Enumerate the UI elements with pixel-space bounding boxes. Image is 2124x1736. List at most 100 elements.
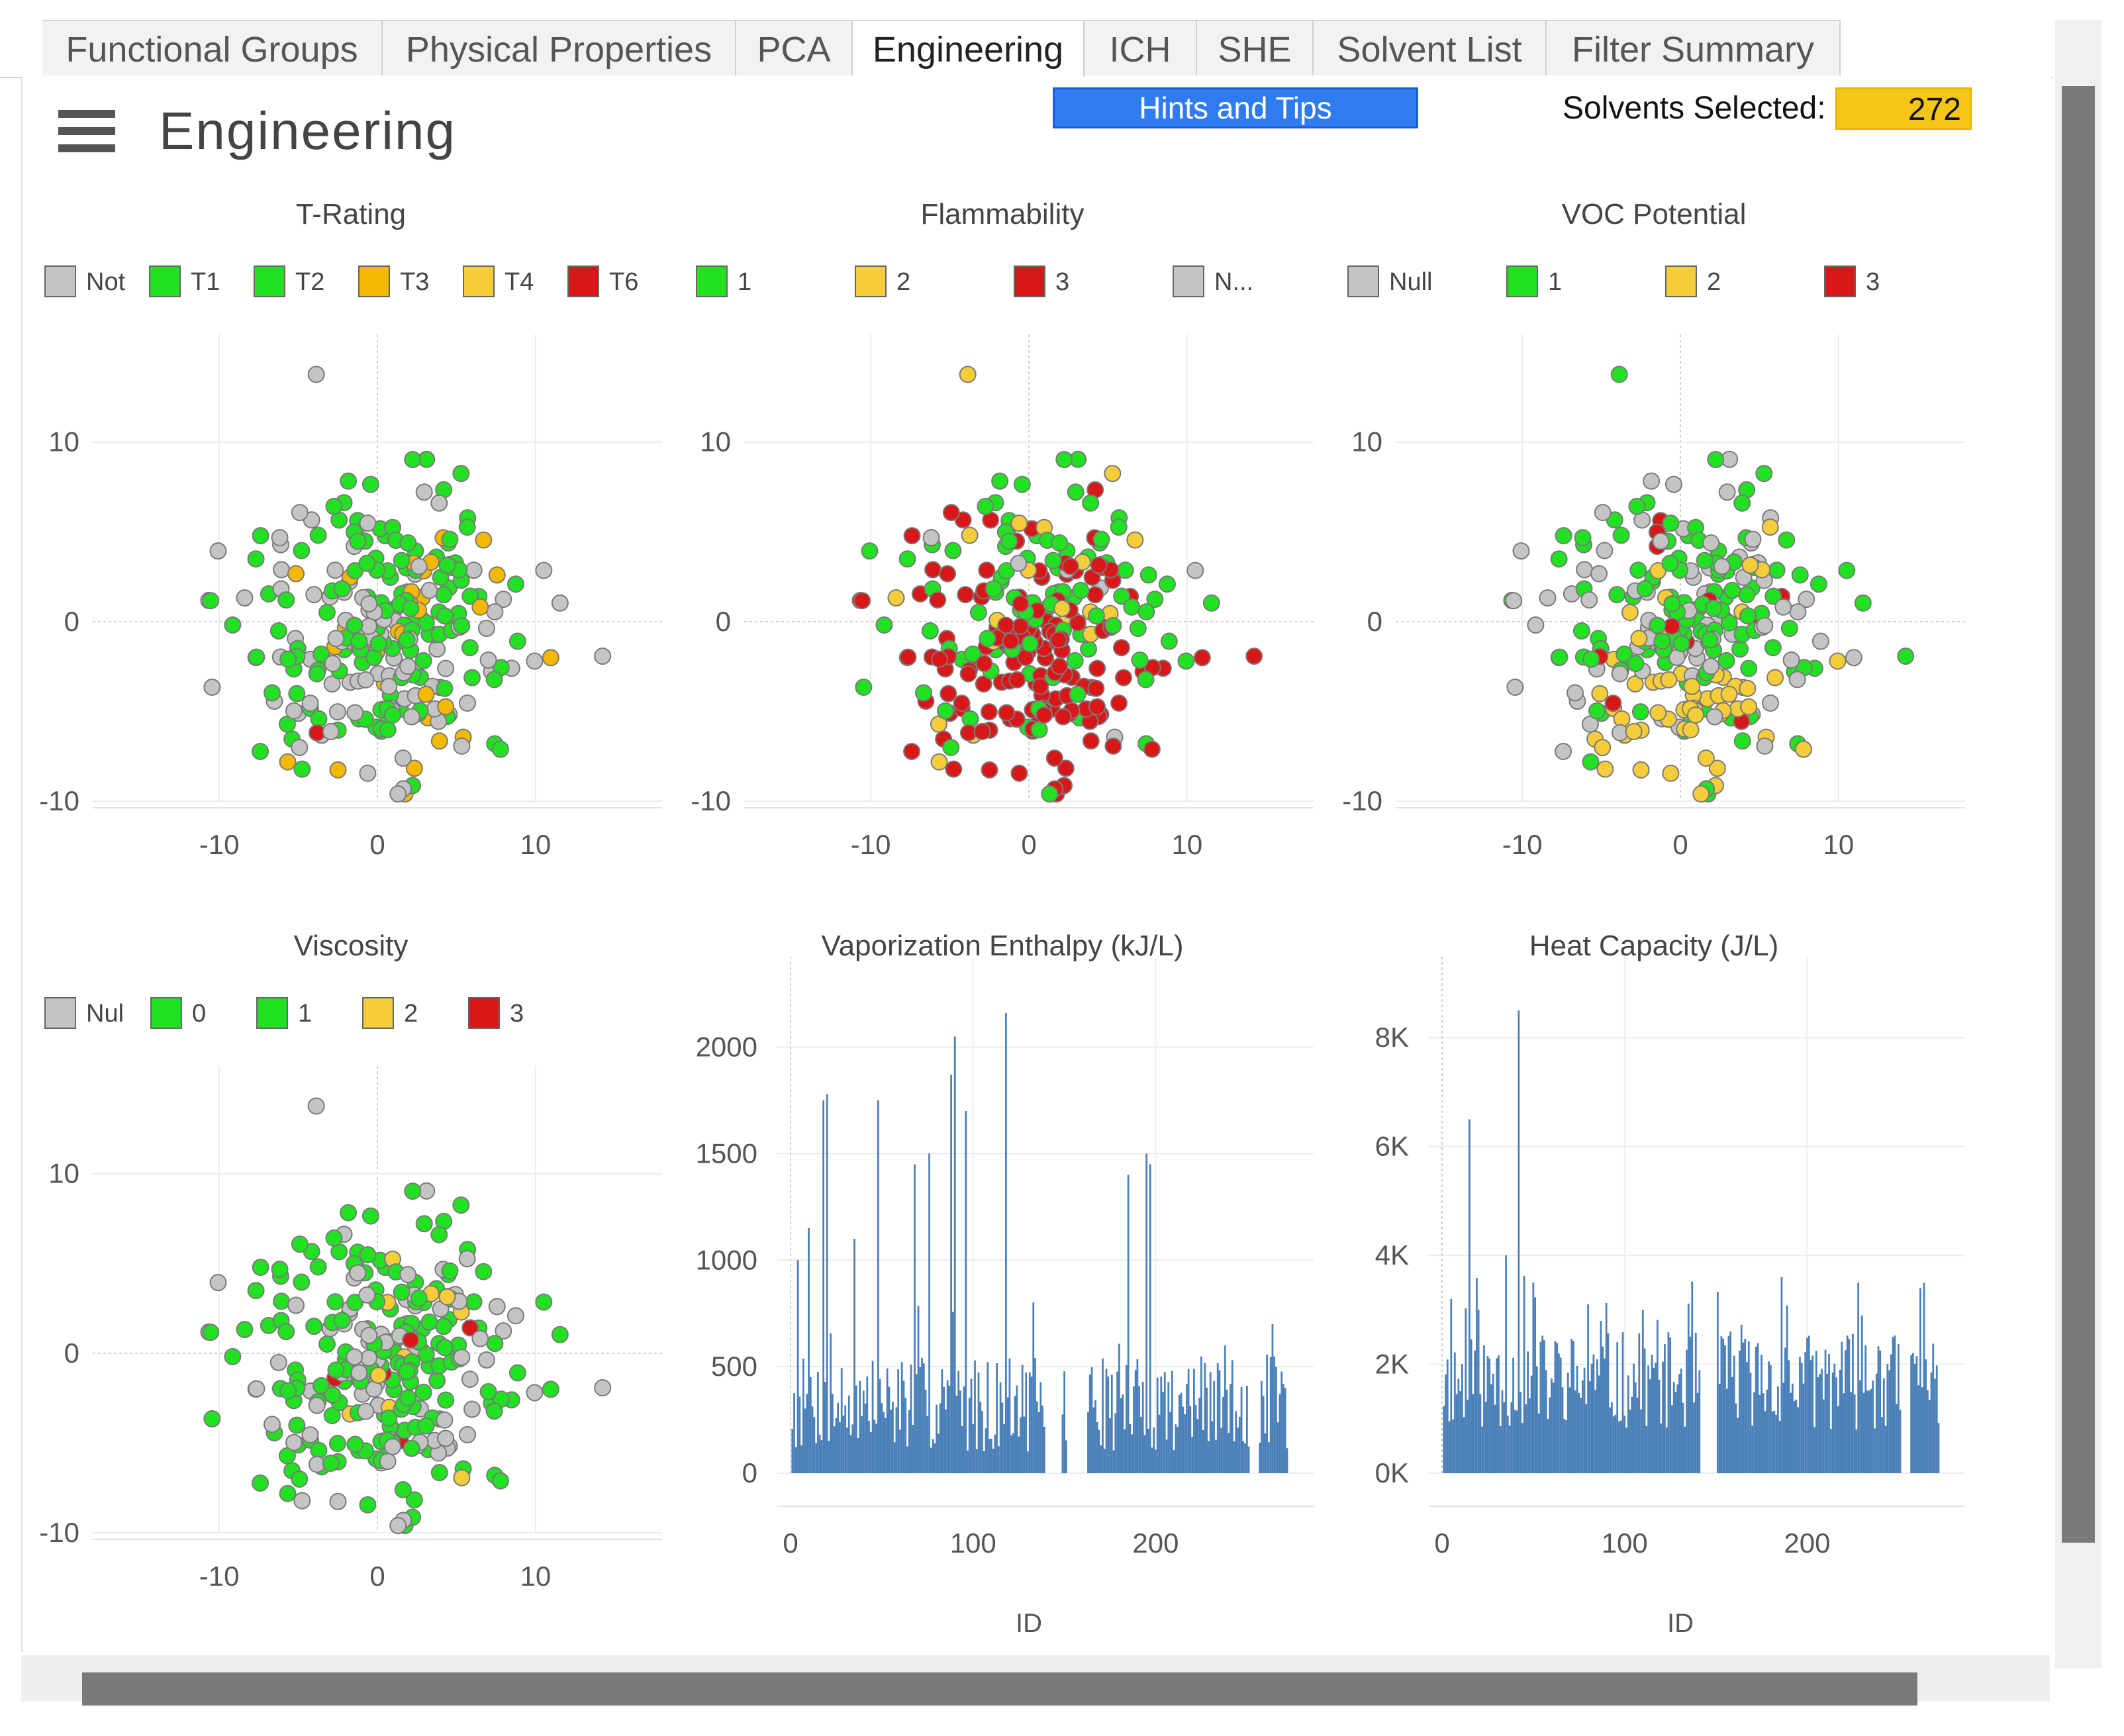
bar	[1472, 1394, 1474, 1473]
tab-ich[interactable]: ICH	[1085, 20, 1197, 75]
data-point	[1723, 581, 1741, 599]
tab-filter-summary[interactable]: Filter Summary	[1547, 20, 1841, 75]
bar	[1461, 1364, 1463, 1473]
tab-engineering[interactable]: Engineering	[853, 20, 1085, 78]
data-point	[961, 526, 979, 544]
bar	[813, 1417, 816, 1473]
tab-solvent-list[interactable]: Solvent List	[1314, 20, 1547, 75]
bar	[957, 1371, 960, 1473]
data-point	[479, 1382, 497, 1400]
y-tick-label: 0	[64, 1337, 79, 1369]
bar	[1696, 1392, 1699, 1473]
hamburger-menu-icon[interactable]	[58, 110, 115, 152]
data-point	[309, 1258, 327, 1276]
bar	[1921, 1387, 1923, 1473]
bar	[1131, 1434, 1134, 1473]
data-point	[875, 616, 893, 634]
data-point	[359, 764, 377, 782]
hints-and-tips-button[interactable]: Hints and Tips	[1053, 87, 1418, 128]
data-point	[471, 598, 489, 616]
y-tick-label: 1500	[696, 1137, 757, 1169]
bar	[1284, 1388, 1286, 1473]
data-point	[1080, 640, 1098, 658]
data-point	[1572, 622, 1590, 640]
bar	[1725, 1388, 1728, 1473]
bar	[987, 1362, 989, 1473]
bar	[921, 1357, 923, 1473]
bar	[1262, 1396, 1265, 1473]
data-point	[279, 1484, 297, 1502]
bar	[806, 1394, 808, 1473]
bar	[1629, 1410, 1631, 1473]
x-tick-label: 10	[1172, 829, 1203, 860]
bar	[811, 1406, 814, 1473]
data-point	[887, 589, 905, 607]
data-point	[346, 704, 364, 722]
data-point	[1628, 497, 1646, 515]
data-point	[1104, 737, 1122, 755]
data-point	[939, 565, 957, 583]
data-point	[1146, 591, 1164, 608]
bar	[1653, 1367, 1655, 1473]
bar	[1530, 1375, 1533, 1473]
data-point	[461, 639, 479, 657]
y-tick-label: 1000	[696, 1244, 757, 1275]
bar	[1890, 1354, 1892, 1473]
data-point	[1137, 603, 1155, 621]
y-tick-label: 2K	[1375, 1349, 1409, 1380]
bar	[1008, 1358, 1011, 1473]
bar	[1740, 1324, 1743, 1473]
bar	[1145, 1153, 1148, 1473]
data-point	[362, 475, 379, 493]
data-point	[273, 561, 291, 579]
bar	[1459, 1391, 1461, 1473]
data-point	[1738, 586, 1756, 604]
bar	[1240, 1386, 1243, 1473]
bar	[1896, 1404, 1898, 1473]
data-point	[475, 531, 493, 549]
data-point	[224, 616, 242, 634]
data-point	[360, 1349, 378, 1367]
data-point	[1789, 603, 1807, 621]
bar	[1087, 1412, 1089, 1473]
bar	[1634, 1382, 1637, 1473]
bar	[1231, 1360, 1233, 1473]
data-point	[975, 655, 993, 673]
data-point	[435, 586, 453, 604]
vertical-scrollbar-thumb[interactable]	[2062, 86, 2095, 1543]
data-point	[1636, 580, 1654, 598]
data-point	[209, 542, 227, 560]
bar	[1116, 1371, 1118, 1473]
data-point	[903, 742, 921, 760]
tab-she[interactable]: SHE	[1197, 20, 1314, 75]
data-point	[293, 1273, 311, 1291]
data-point	[535, 1293, 553, 1311]
tab-physical-properties[interactable]: Physical Properties	[383, 20, 736, 75]
data-point	[1129, 620, 1147, 638]
bar	[968, 1398, 971, 1473]
data-point	[1663, 595, 1681, 613]
bar	[1282, 1384, 1284, 1473]
tab-functional-groups[interactable]: Functional Groups	[42, 20, 383, 75]
data-point	[551, 594, 569, 612]
bar	[1764, 1411, 1766, 1473]
data-point	[359, 1246, 377, 1264]
bar	[1558, 1353, 1560, 1473]
bar	[868, 1420, 870, 1473]
data-point	[248, 648, 266, 666]
data-point	[1010, 554, 1028, 572]
data-point	[350, 632, 368, 650]
legend-label: T4	[505, 268, 534, 296]
bar	[1014, 1396, 1016, 1473]
data-point	[291, 1235, 309, 1253]
y-tick-label: 0	[64, 606, 79, 637]
bar	[1245, 1386, 1248, 1473]
tab-pca[interactable]: PCA	[736, 20, 853, 75]
horizontal-scrollbar-thumb[interactable]	[82, 1672, 1917, 1706]
legend-label: 1	[1548, 268, 1562, 296]
t-rating-chart: T-Rating Not T1 T2 T3 T4 T6 -10 0 10 -10 0 10	[39, 198, 662, 860]
bar	[1797, 1407, 1800, 1473]
data-point	[1061, 557, 1079, 575]
data-point	[1044, 552, 1062, 569]
data-point	[1527, 616, 1545, 634]
